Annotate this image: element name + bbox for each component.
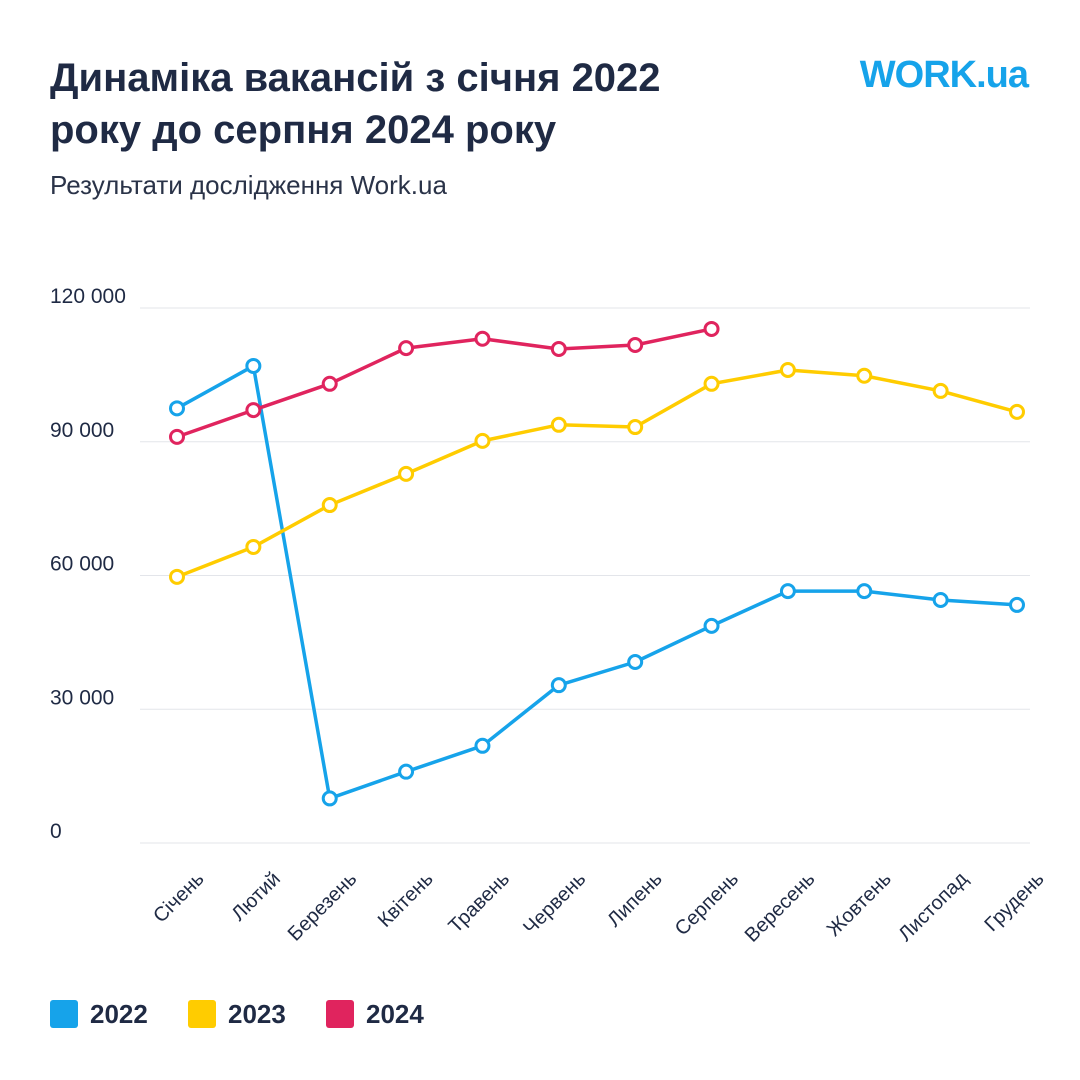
point-marker: [398, 763, 415, 780]
y-tick-label: 30 000: [50, 686, 114, 709]
legend-label: 2023: [228, 999, 286, 1029]
point-marker: [856, 583, 873, 600]
point-marker: [398, 465, 415, 482]
point-marker: [627, 419, 644, 436]
x-tick-label: Грудень: [981, 868, 1049, 936]
point-marker: [627, 653, 644, 670]
point-marker: [169, 428, 185, 445]
point-marker: [627, 337, 644, 354]
x-tick-label: Березень: [284, 868, 361, 945]
chart-subtitle: Результати дослідження Work.ua: [50, 170, 447, 200]
point-marker: [245, 538, 262, 555]
logo: WORK.ua: [859, 54, 1029, 96]
legend-label: 2022: [90, 999, 148, 1029]
y-tick-label: 120 000: [50, 285, 126, 308]
point-marker: [703, 375, 720, 392]
point-marker: [474, 330, 491, 347]
point-marker: [321, 790, 338, 807]
x-tick-label: Вересень: [741, 868, 820, 947]
point-marker: [1009, 596, 1025, 613]
point-marker: [856, 367, 873, 384]
x-tick-label: Лютий: [227, 868, 284, 925]
series-line: [176, 364, 1018, 801]
point-marker: [932, 592, 949, 609]
x-tick-label: Жовтень: [823, 868, 896, 941]
chart-title: Динаміка вакансій з січня 2022 року до с…: [50, 56, 661, 152]
x-tick-label: Липень: [603, 868, 666, 931]
point-marker: [550, 677, 567, 694]
point-marker: [703, 617, 720, 634]
point-marker: [550, 341, 567, 358]
point-marker: [703, 320, 720, 337]
point-marker: [398, 340, 415, 357]
x-tick-label: Січень: [149, 868, 208, 927]
x-tick-label: Червень: [519, 868, 590, 939]
point-marker: [169, 400, 185, 417]
point-marker: [245, 402, 262, 419]
legend-label: 2024: [366, 999, 424, 1029]
point-marker: [245, 357, 262, 374]
legend-swatch: [188, 1000, 216, 1028]
x-tick-label: Серпень: [671, 868, 743, 940]
point-marker: [474, 432, 491, 449]
x-tick-label: Травень: [444, 868, 514, 938]
point-marker: [321, 497, 338, 514]
point-marker: [779, 361, 796, 378]
point-marker: [779, 583, 796, 600]
series-line: [176, 368, 1018, 579]
point-marker: [474, 737, 491, 754]
point-marker: [321, 375, 338, 392]
series-line: [176, 327, 712, 439]
x-tick-label: Квітень: [374, 868, 438, 932]
point-marker: [169, 568, 185, 585]
y-tick-label: 0: [50, 820, 62, 843]
legend-swatch: [326, 1000, 354, 1028]
x-tick-label: Листопад: [894, 868, 972, 946]
point-marker: [550, 416, 567, 433]
legend-swatch: [50, 1000, 78, 1028]
y-tick-label: 60 000: [50, 553, 114, 576]
point-marker: [932, 382, 949, 399]
y-tick-label: 90 000: [50, 419, 114, 442]
point-marker: [1009, 403, 1025, 420]
